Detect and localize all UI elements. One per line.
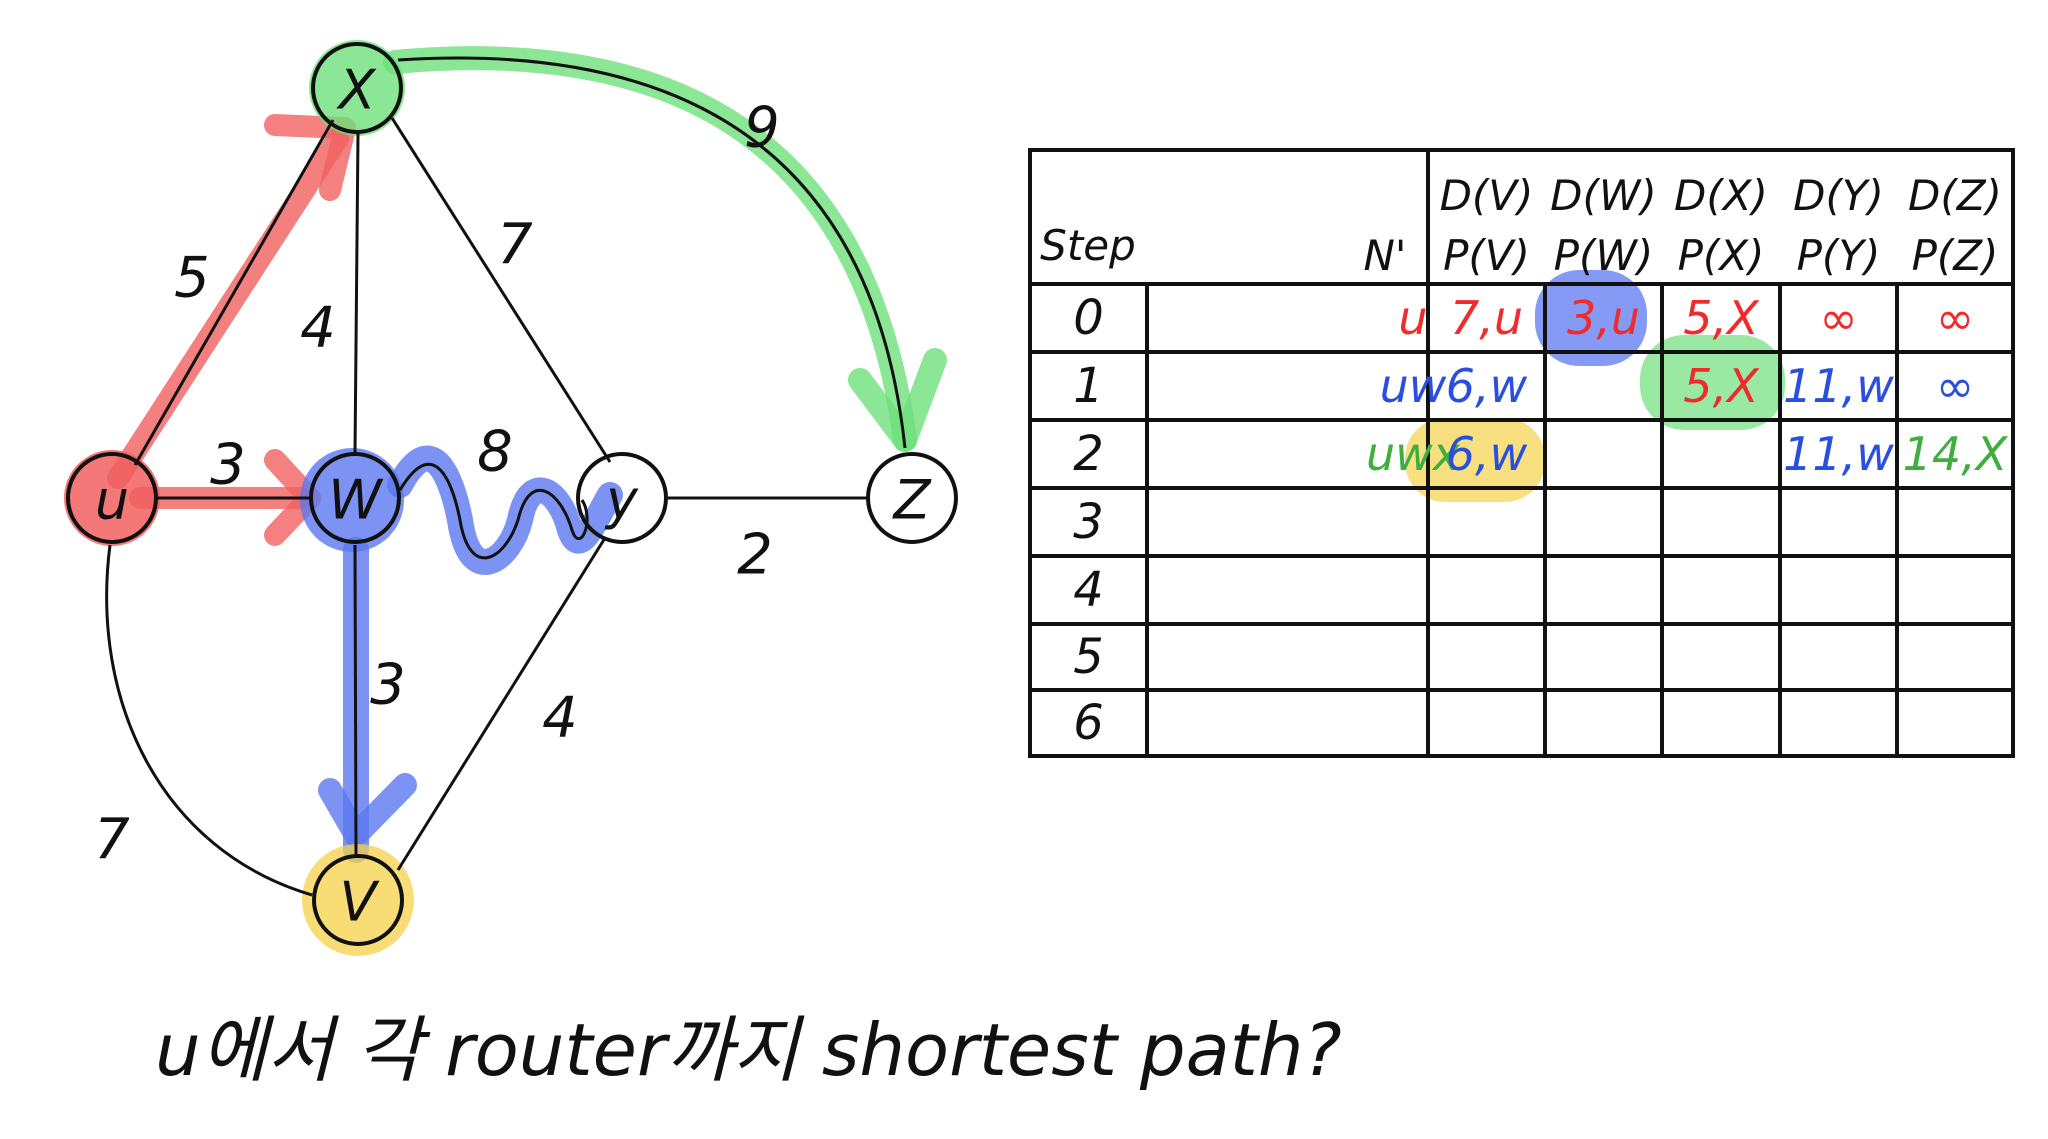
table-cell-step0-col2: 5,X	[1683, 291, 1760, 345]
table-header-d-3: D(Y)	[1793, 171, 1884, 220]
table-header-d-4: D(Z)	[1908, 171, 2002, 220]
question-text: u에서 각 router까지 shortest path?	[155, 1008, 1342, 1092]
table-cell-step2-col3: 11,w	[1783, 427, 1894, 481]
node-w-label: W	[328, 469, 384, 532]
cell-highlight-dw-step0	[1535, 270, 1647, 366]
node-layer: u X W y Z V	[66, 42, 958, 946]
table-step-3: 3	[1073, 494, 1104, 550]
node-v-highlight	[302, 844, 414, 956]
table-cell-step1-col0: 6,w	[1446, 359, 1528, 413]
table-nprime-step2: uwx	[1366, 427, 1461, 481]
node-u	[66, 452, 158, 544]
table-header-d-1: D(W)	[1550, 171, 1657, 220]
weight-w-v: 3	[370, 653, 406, 718]
table-cell-step0-col1: 3,u	[1567, 291, 1640, 345]
dijkstra-table: Step N' D(V) P(V) D(W) P(W) D(X) P(X) D(Y) P(Y) D(…	[1028, 148, 2015, 758]
table-step-5: 5	[1073, 629, 1104, 685]
node-y	[576, 452, 668, 544]
weight-u-w: 3	[210, 433, 246, 498]
node-y-label: y	[604, 469, 639, 532]
edge-layer	[105, 56, 907, 897]
table-cell-step1-col3: 11,w	[1783, 359, 1894, 413]
weight-w-y: 8	[477, 420, 513, 485]
edge-u-x-highlight	[107, 127, 349, 489]
table-step-1: 1	[1073, 358, 1104, 414]
edge-y-v	[396, 537, 607, 871]
table-step-6: 6	[1073, 695, 1104, 751]
table-step-4: 4	[1073, 562, 1104, 618]
weight-u-x: 5	[174, 246, 210, 311]
table-cell-step1-col2: 5,X	[1683, 359, 1760, 413]
weight-u-v: 7	[94, 808, 130, 873]
table-cell-step0-col3: ∞	[1819, 291, 1857, 345]
weight-y-v: 4	[542, 686, 578, 751]
node-u-highlight	[64, 450, 160, 546]
edge-x-w	[353, 132, 360, 454]
table-step-0: 0	[1073, 290, 1104, 346]
node-x-label: X	[336, 59, 377, 122]
weight-x-y: 7	[497, 213, 533, 278]
weight-x-z: 9	[744, 96, 780, 161]
table-cell-step1-col4: ∞	[1936, 359, 1974, 413]
table-header-p-3: P(Y)	[1797, 231, 1881, 280]
table-border	[1028, 148, 2015, 758]
node-v-label: V	[340, 871, 381, 934]
edge-x-z	[397, 56, 907, 449]
node-x	[311, 42, 403, 134]
table-cell-step2-col4: 14,X	[1903, 427, 2009, 481]
cell-highlight-dx-step1	[1640, 335, 1785, 430]
table-header-step: Step	[1040, 221, 1136, 270]
table-nprime-step0: u	[1398, 291, 1427, 345]
edge-w-y	[398, 462, 589, 560]
table-step-2: 2	[1073, 426, 1104, 482]
node-w-highlight	[300, 448, 404, 552]
edge-w-v	[353, 544, 358, 856]
table-cell-step0-col4: ∞	[1936, 291, 1974, 345]
edge-x-z-highlight	[383, 46, 917, 452]
node-x-highlight	[309, 40, 405, 136]
cell-highlight-dv-step2	[1405, 418, 1545, 502]
edge-u-x	[133, 119, 335, 466]
weight-layer: 5 3 7 4 7 9 8 3 2 4	[94, 96, 780, 873]
edge-x-y	[390, 117, 612, 463]
table-header-p-1: P(W)	[1554, 231, 1654, 280]
node-z-label: Z	[892, 469, 932, 532]
table-header-p-4: P(Z)	[1912, 231, 1999, 280]
table-header-p-0: P(V)	[1443, 231, 1530, 280]
table-header-p-2: P(X)	[1678, 231, 1765, 280]
table-header-d-2: D(X)	[1674, 171, 1768, 220]
node-v	[312, 854, 404, 946]
weight-y-z: 2	[737, 523, 773, 588]
weight-x-w: 4	[300, 296, 336, 361]
table-nprime-step1: uw	[1380, 359, 1447, 413]
table-header-d-0: D(V)	[1440, 171, 1534, 220]
node-z	[866, 452, 958, 544]
node-w	[309, 452, 401, 544]
edge-u-v	[105, 544, 313, 897]
node-u-label: u	[95, 469, 129, 532]
table-header-nprime: N'	[1364, 231, 1407, 280]
table-cell-step2-col0: 6,w	[1446, 427, 1528, 481]
table-cell-step0-col0: 7,u	[1450, 291, 1523, 345]
